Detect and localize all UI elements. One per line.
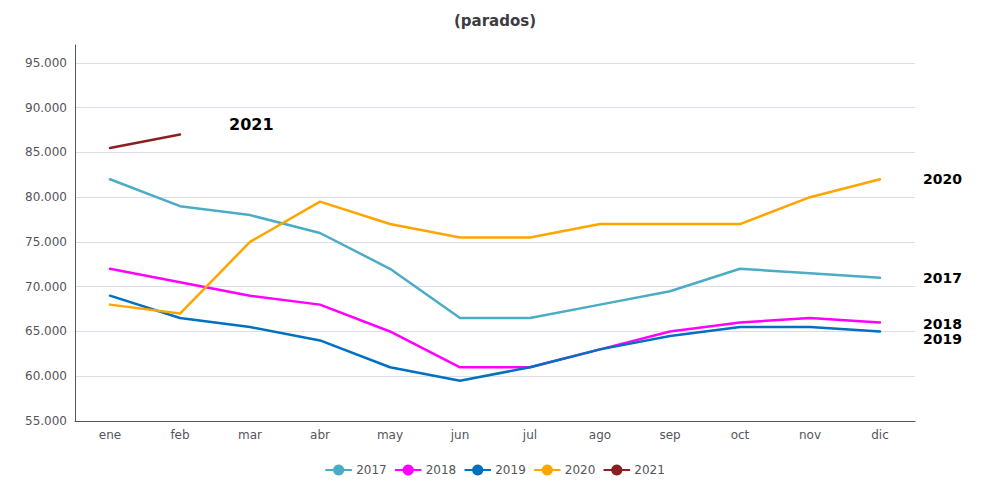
svg-text:jun: jun bbox=[450, 428, 470, 442]
svg-text:80.000: 80.000 bbox=[25, 190, 67, 204]
svg-text:70.000: 70.000 bbox=[25, 280, 67, 294]
svg-text:55.000: 55.000 bbox=[25, 414, 67, 428]
svg-text:nov: nov bbox=[799, 428, 821, 442]
svg-text:65.000: 65.000 bbox=[25, 324, 67, 338]
svg-text:dic: dic bbox=[871, 428, 889, 442]
svg-text:oct: oct bbox=[731, 428, 750, 442]
svg-text:sep: sep bbox=[659, 428, 680, 442]
svg-text:feb: feb bbox=[170, 428, 189, 442]
svg-text:(parados): (parados) bbox=[454, 12, 536, 30]
svg-text:90.000: 90.000 bbox=[25, 101, 67, 115]
svg-text:may: may bbox=[377, 428, 403, 442]
svg-text:2017: 2017 bbox=[923, 270, 962, 286]
svg-text:2018: 2018 bbox=[923, 316, 962, 333]
svg-text:2018: 2018 bbox=[426, 463, 457, 477]
svg-text:60.000: 60.000 bbox=[25, 369, 67, 383]
svg-text:ago: ago bbox=[589, 428, 611, 442]
svg-text:2019: 2019 bbox=[495, 463, 526, 477]
svg-text:2021: 2021 bbox=[229, 115, 274, 134]
svg-text:abr: abr bbox=[310, 428, 330, 442]
svg-text:95.000: 95.000 bbox=[25, 56, 67, 70]
svg-text:85.000: 85.000 bbox=[25, 145, 67, 159]
svg-text:ene: ene bbox=[99, 428, 121, 442]
svg-text:2020: 2020 bbox=[923, 171, 962, 187]
svg-text:75.000: 75.000 bbox=[25, 235, 67, 249]
svg-text:mar: mar bbox=[238, 428, 262, 442]
svg-text:2021: 2021 bbox=[634, 463, 665, 477]
svg-text:2017: 2017 bbox=[356, 463, 387, 477]
svg-text:jul: jul bbox=[522, 428, 537, 442]
svg-text:2020: 2020 bbox=[565, 463, 596, 477]
svg-text:2019: 2019 bbox=[923, 331, 962, 347]
